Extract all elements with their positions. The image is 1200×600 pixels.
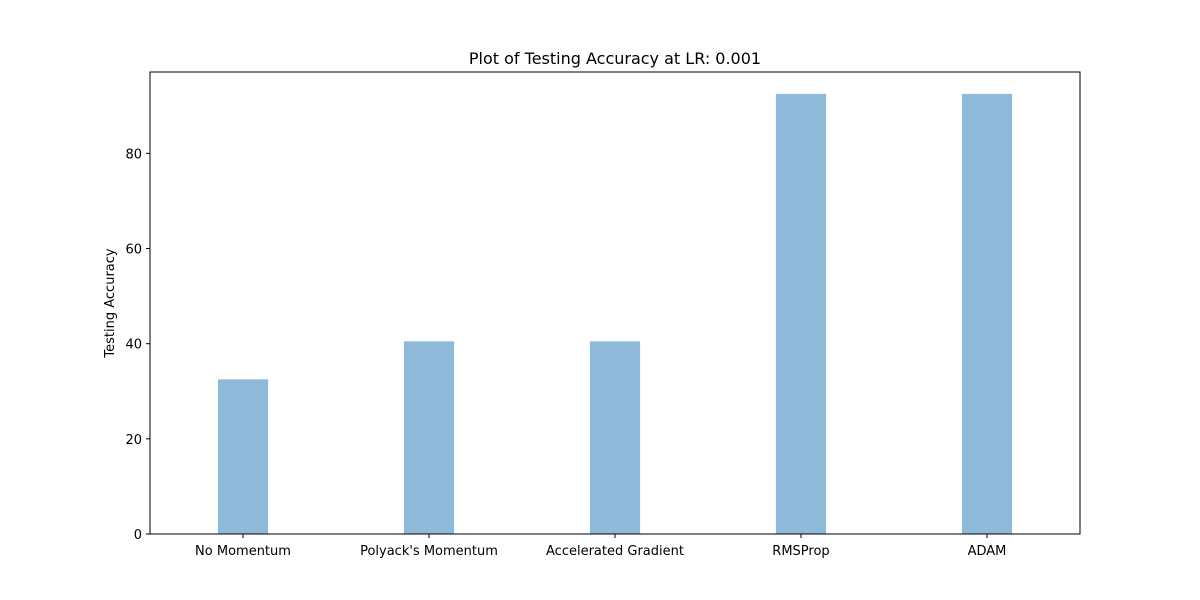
bar-2 bbox=[589, 341, 641, 534]
bar-1 bbox=[403, 341, 455, 534]
y-tick-label: 0 bbox=[134, 528, 142, 543]
y-tick-label: 20 bbox=[125, 433, 142, 448]
bar-4 bbox=[961, 93, 1013, 534]
x-tick-label: Polyack's Momentum bbox=[360, 544, 498, 559]
x-tick-label: ADAM bbox=[968, 544, 1007, 559]
x-tick-label: Accelerated Gradient bbox=[546, 544, 684, 559]
bar-3 bbox=[775, 93, 827, 534]
y-tick-label: 40 bbox=[125, 338, 142, 353]
y-tick-label: 80 bbox=[125, 147, 142, 162]
y-tick-label: 60 bbox=[125, 243, 142, 258]
plot-frame bbox=[149, 71, 1081, 535]
chart-title: Plot of Testing Accuracy at LR: 0.001 bbox=[469, 49, 761, 68]
y-axis: 0 20 40 60 80 bbox=[125, 147, 150, 543]
x-tick-label: No Momentum bbox=[195, 544, 291, 559]
x-axis: No Momentum Polyack's Momentum Accelerated… bbox=[195, 534, 1006, 559]
bars-group bbox=[217, 93, 1013, 534]
bar-0 bbox=[217, 379, 269, 534]
x-tick-label: RMSProp bbox=[772, 544, 829, 559]
y-axis-label: Testing Accuracy bbox=[103, 248, 118, 358]
